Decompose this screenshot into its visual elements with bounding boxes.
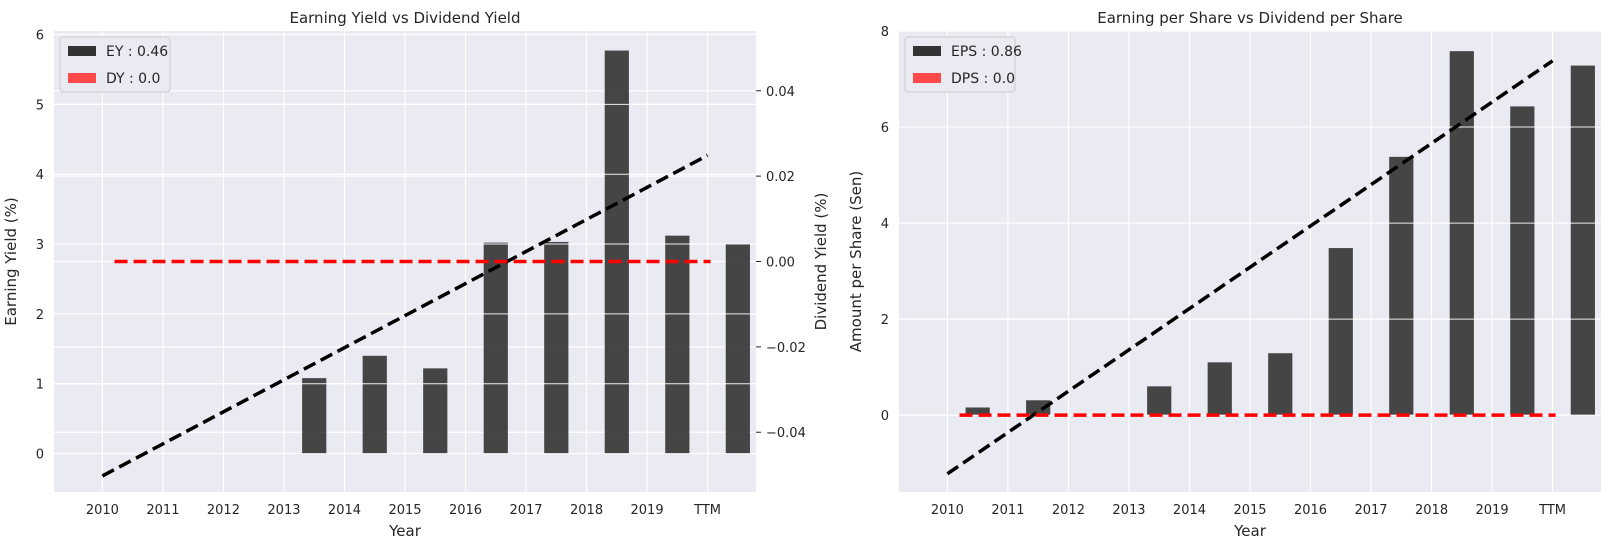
c1-y2tick-4: 0.04 [766, 85, 795, 100]
c2-bar-2015 [1268, 353, 1293, 416]
c2-bar-2011 [1026, 400, 1051, 416]
c1-trend-ey [101, 153, 709, 478]
c2-xtick-2011: 2011 [991, 503, 1024, 518]
c1-ytick-0: 0 [36, 448, 44, 463]
c1-xtick-2014: 2014 [328, 503, 361, 518]
c2-xtick-TTM: TTM [1538, 503, 1566, 518]
chart1-legend-dy-swatch [68, 73, 96, 83]
chart2-x-ticks: 2010 2011 2012 2013 2014 2015 2016 2017 2018 2019… [931, 503, 1566, 518]
chart2-legend-eps-swatch [913, 46, 941, 56]
chart1-legend-dy-label: DY : 0.0 [106, 71, 160, 87]
chart2-legend: EPS : 0.86 DPS : 0.0 [904, 36, 1022, 93]
c1-xtick-TTM: TTM [693, 503, 721, 518]
c2-bar-2010 [965, 407, 990, 416]
chart2-y-ticks: 0 2 4 6 8 [881, 25, 889, 424]
c2-ytick-8: 8 [881, 25, 889, 40]
c2-xtick-2010: 2010 [931, 503, 964, 518]
c1-xtick-2018: 2018 [570, 503, 603, 518]
c1-ytick-2: 2 [36, 308, 44, 323]
c1-ytick-6: 6 [36, 28, 44, 43]
c1-bar-2014 [362, 355, 387, 454]
chart1-x-axis-label: Year [388, 522, 422, 540]
chart2-legend-dps-label: DPS : 0.0 [951, 71, 1015, 87]
chart1-y-axis-label: Earning Yield (%) [2, 197, 20, 325]
c2-xtick-2015: 2015 [1233, 503, 1266, 518]
chart1-y2-axis-label: Dividend Yield (%) [812, 193, 830, 331]
chart1-y2-ticks: −0.04 −0.02 0.00 0.02 0.04 [756, 85, 806, 441]
c2-bar-2019 [1510, 106, 1535, 416]
c2-xtick-2017: 2017 [1354, 503, 1387, 518]
c1-xtick-2015: 2015 [388, 503, 421, 518]
c1-y2tick-3: 0.02 [766, 170, 795, 185]
c1-xtick-2019: 2019 [631, 503, 664, 518]
chart1-legend: EY : 0.46 DY : 0.0 [59, 36, 171, 93]
c2-ytick-6: 6 [881, 121, 889, 136]
c2-ytick-0: 0 [881, 409, 889, 424]
c1-xtick-2013: 2013 [267, 503, 300, 518]
chart1-y-ticks: 0 1 2 3 4 5 6 [36, 28, 44, 462]
chart2-title: Earning per Share vs Dividend per Share [1097, 9, 1403, 27]
chart2-y-axis-label: Amount per Share (Sen) [847, 171, 865, 352]
chart2-legend-dps-swatch [913, 73, 941, 83]
chart1-trend-lines [101, 153, 711, 478]
c2-ytick-4: 4 [881, 217, 889, 232]
c2-xtick-2012: 2012 [1052, 503, 1085, 518]
c2-bar-TTM [1570, 65, 1595, 416]
c2-bar-2018 [1449, 51, 1474, 416]
chart2-bars [899, 30, 1601, 416]
c1-ytick-1: 1 [36, 378, 44, 393]
c1-bar-2015 [423, 368, 448, 454]
c2-trend-eps [946, 59, 1554, 476]
c1-xtick-2017: 2017 [509, 503, 542, 518]
c2-ytick-2: 2 [881, 313, 889, 328]
c2-xtick-2016: 2016 [1294, 503, 1327, 518]
c1-y2tick-2: 0.00 [766, 256, 795, 271]
chart1-bars [54, 33, 756, 455]
c1-xtick-2010: 2010 [86, 503, 119, 518]
c1-y2tick-0: −0.04 [766, 426, 806, 441]
c1-bar-2018 [604, 50, 629, 454]
c2-xtick-2019: 2019 [1476, 503, 1509, 518]
c1-ytick-5: 5 [36, 98, 44, 113]
c1-xtick-2011: 2011 [146, 503, 179, 518]
chart1-x-ticks: 2010 2011 2012 2013 2014 2015 2016 2017 2018 2019… [86, 503, 721, 518]
chart2-x-axis-label: Year [1233, 522, 1267, 540]
c2-xtick-2013: 2013 [1112, 503, 1145, 518]
c1-bar-2016 [483, 242, 508, 454]
c1-bar-TTM [725, 244, 750, 454]
chart1-title: Earning Yield vs Dividend Yield [289, 9, 520, 27]
earning-yield-chart: 2010 2011 2012 2013 2014 2015 2016 2017 2018 2019… [2, 9, 830, 540]
c1-y2tick-1: −0.02 [766, 341, 806, 356]
c1-xtick-2016: 2016 [449, 503, 482, 518]
c2-bar-2017 [1389, 156, 1414, 416]
c2-bar-2013 [1147, 386, 1172, 416]
c1-bar-2017 [544, 241, 569, 454]
c1-bar-2019 [665, 235, 690, 454]
chart1-legend-ey-label: EY : 0.46 [106, 44, 168, 60]
c1-ytick-3: 3 [36, 238, 44, 253]
c2-xtick-2018: 2018 [1415, 503, 1448, 518]
c1-ytick-4: 4 [36, 168, 44, 183]
c2-xtick-2014: 2014 [1173, 503, 1206, 518]
chart2-legend-eps-label: EPS : 0.86 [951, 44, 1022, 60]
c2-bar-2016 [1328, 248, 1353, 416]
c1-bar-2013 [302, 378, 327, 454]
earning-per-share-chart: 2010 2011 2012 2013 2014 2015 2016 2017 2018 2019… [847, 9, 1601, 540]
chart1-legend-ey-swatch [68, 46, 96, 56]
chart2-trend-lines [946, 59, 1556, 476]
c1-xtick-2012: 2012 [207, 503, 240, 518]
c2-bar-2014 [1207, 362, 1232, 416]
